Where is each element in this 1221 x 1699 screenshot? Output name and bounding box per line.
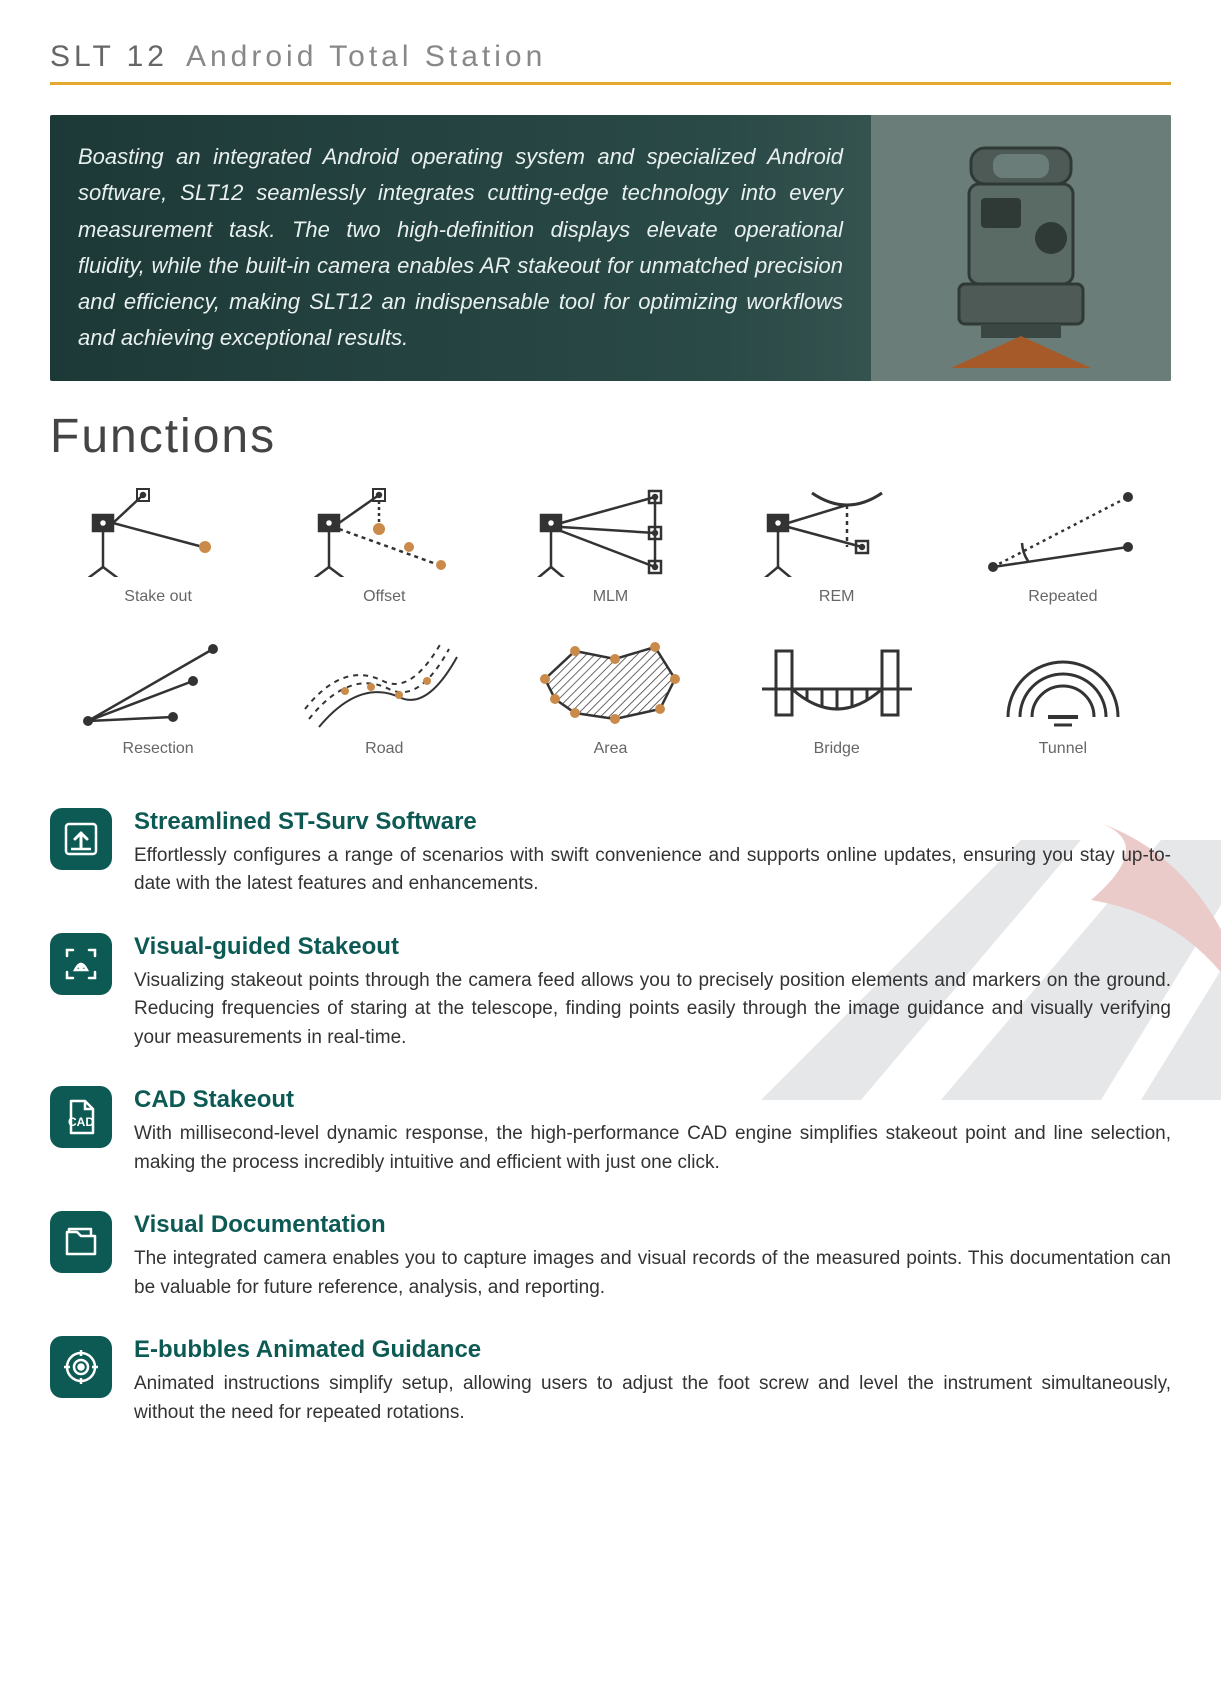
tunnel-icon bbox=[978, 639, 1148, 729]
function-label: Offset bbox=[276, 588, 492, 606]
hero-product-image bbox=[871, 115, 1171, 381]
cad-label: CAD bbox=[68, 1115, 94, 1129]
functions-grid: Stake out bbox=[50, 482, 1171, 758]
product-title: Android Total Station bbox=[186, 40, 546, 74]
feature-title: CAD Stakeout bbox=[134, 1086, 1171, 1114]
function-label: REM bbox=[729, 588, 945, 606]
feature-title: Streamlined ST-Surv Software bbox=[134, 808, 1171, 836]
hero-banner: Boasting an integrated Android operating… bbox=[50, 115, 1171, 381]
bridge-icon bbox=[752, 639, 922, 729]
function-label: Stake out bbox=[50, 588, 266, 606]
function-item: Repeated bbox=[955, 482, 1171, 606]
resection-icon bbox=[73, 639, 243, 729]
feature-item: Visual-guided Stakeout Visualizing stake… bbox=[50, 933, 1171, 1053]
feature-description: Animated instructions simplify setup, al… bbox=[134, 1370, 1171, 1427]
feature-description: Visualizing stakeout points through the … bbox=[134, 967, 1171, 1053]
function-item: Bridge bbox=[729, 634, 945, 758]
repeated-icon bbox=[978, 487, 1148, 577]
function-item: Area bbox=[502, 634, 718, 758]
feature-title: Visual Documentation bbox=[134, 1211, 1171, 1239]
function-item: Tunnel bbox=[955, 634, 1171, 758]
function-item: Resection bbox=[50, 634, 266, 758]
features-list: Streamlined ST-Surv Software Effortlessl… bbox=[50, 808, 1171, 1428]
feature-title: Visual-guided Stakeout bbox=[134, 933, 1171, 961]
folder-icon bbox=[50, 1211, 112, 1273]
function-item: Offset bbox=[276, 482, 492, 606]
function-label: Resection bbox=[50, 740, 266, 758]
function-item: REM bbox=[729, 482, 945, 606]
product-model: SLT 12 bbox=[50, 40, 168, 74]
rem-icon bbox=[752, 487, 922, 577]
feature-item: Visual Documentation The integrated came… bbox=[50, 1211, 1171, 1302]
feature-title: E-bubbles Animated Guidance bbox=[134, 1336, 1171, 1364]
feature-item: E-bubbles Animated Guidance Animated ins… bbox=[50, 1336, 1171, 1427]
offset-icon bbox=[299, 487, 469, 577]
target-frame-icon bbox=[50, 933, 112, 995]
stakeout-icon bbox=[73, 487, 243, 577]
function-label: Area bbox=[502, 740, 718, 758]
feature-item: Streamlined ST-Surv Software Effortlessl… bbox=[50, 808, 1171, 899]
functions-heading: Functions bbox=[50, 409, 1171, 464]
feature-description: The integrated camera enables you to cap… bbox=[134, 1245, 1171, 1302]
function-label: Tunnel bbox=[955, 740, 1171, 758]
function-item: Stake out bbox=[50, 482, 266, 606]
feature-item: CAD CAD Stakeout With millisecond-level … bbox=[50, 1086, 1171, 1177]
upload-icon bbox=[50, 808, 112, 870]
feature-description: Effortlessly configures a range of scena… bbox=[134, 842, 1171, 899]
road-icon bbox=[299, 639, 469, 729]
function-item: Road bbox=[276, 634, 492, 758]
hero-description: Boasting an integrated Android operating… bbox=[50, 115, 871, 381]
function-label: MLM bbox=[502, 588, 718, 606]
function-label: Repeated bbox=[955, 588, 1171, 606]
function-item: MLM bbox=[502, 482, 718, 606]
mlm-icon bbox=[525, 487, 695, 577]
cad-file-icon: CAD bbox=[50, 1086, 112, 1148]
function-label: Bridge bbox=[729, 740, 945, 758]
feature-description: With millisecond-level dynamic response,… bbox=[134, 1120, 1171, 1177]
function-label: Road bbox=[276, 740, 492, 758]
bubble-target-icon bbox=[50, 1336, 112, 1398]
area-icon bbox=[525, 639, 695, 729]
page-header: SLT 12 Android Total Station bbox=[50, 40, 1171, 85]
